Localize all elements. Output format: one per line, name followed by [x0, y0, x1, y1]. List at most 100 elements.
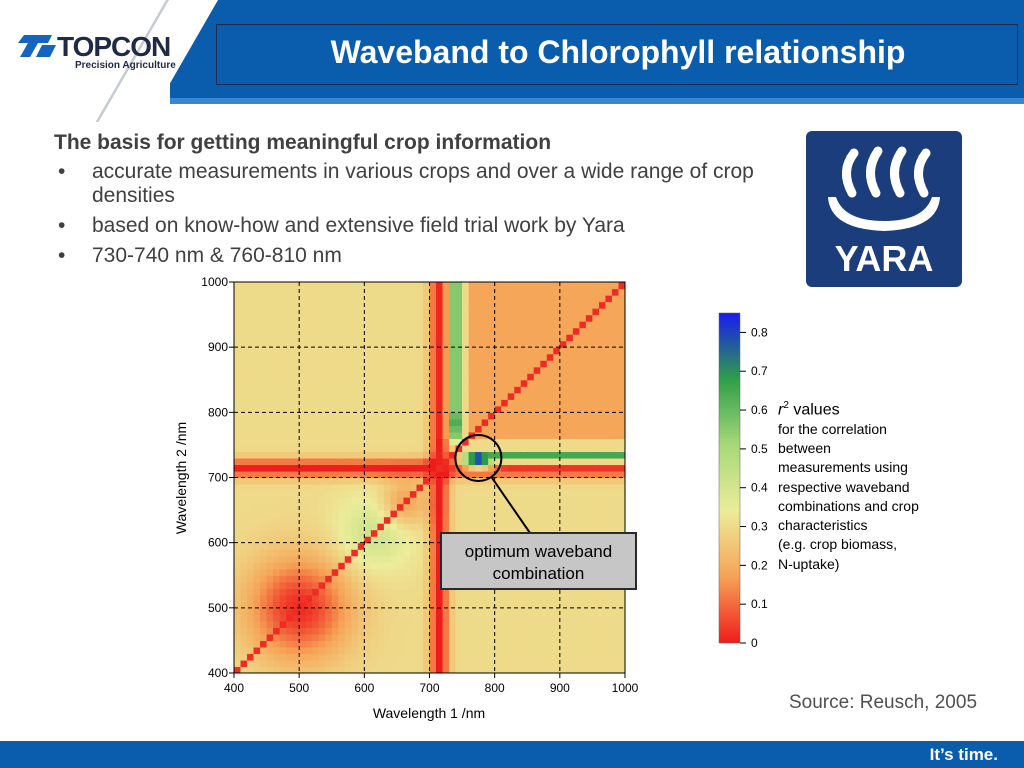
heatmap-cell: [383, 542, 391, 550]
heatmap-cell: [559, 392, 567, 400]
heatmap-cell: [364, 308, 372, 316]
heatmap-cell: [286, 536, 294, 544]
heatmap-cell: [351, 477, 359, 485]
heatmap-cell: [240, 653, 248, 661]
heatmap-cell: [377, 562, 385, 570]
heatmap-cell: [520, 282, 528, 290]
heatmap-cell: [292, 516, 300, 524]
heatmap-cell: [403, 653, 411, 661]
heatmap-cell: [462, 457, 470, 466]
heatmap-cell: [286, 666, 294, 673]
heatmap-cell: [416, 288, 424, 296]
heatmap-cell: [533, 594, 541, 602]
heatmap-cell: [442, 497, 450, 505]
heatmap-cell: [501, 607, 509, 615]
heatmap-cell: [475, 470, 483, 479]
heatmap-cell: [247, 282, 255, 290]
heatmap-cell: [514, 392, 522, 400]
heatmap-cell: [592, 418, 600, 426]
heatmap-cell: [390, 308, 398, 316]
heatmap-cell: [370, 418, 378, 426]
heatmap-cell: [305, 470, 313, 479]
heatmap-cell: [338, 301, 346, 309]
heatmap-cell: [279, 438, 287, 446]
heatmap-cell: [449, 510, 457, 518]
heatmap-cell: [325, 295, 333, 303]
heatmap-cell: [598, 412, 607, 420]
heatmap-cell: [357, 614, 365, 622]
heatmap-cell: [299, 568, 307, 576]
heatmap-cell: [442, 392, 450, 400]
heatmap-cell: [409, 653, 418, 661]
heatmap-cell: [488, 640, 496, 648]
heatmap-cell: [455, 379, 463, 387]
heatmap-cell: [247, 379, 255, 387]
heatmap-cell: [533, 444, 541, 453]
heatmap-cell: [416, 386, 424, 394]
heatmap-cell: [598, 360, 607, 368]
heatmap-cell: [253, 353, 261, 361]
heatmap-cell: [540, 334, 548, 342]
heatmap-cell: [455, 640, 463, 648]
heatmap-cell: [370, 379, 378, 387]
heatmap-cell: [553, 503, 561, 511]
heatmap-cell: [331, 366, 339, 374]
heatmap-cell: [605, 490, 613, 498]
heatmap-cell: [344, 646, 352, 655]
heatmap-cell: [253, 295, 261, 303]
heatmap-cell: [585, 457, 594, 466]
heatmap-cell: [305, 568, 313, 576]
heatmap-cell: [540, 640, 548, 648]
heatmap-cell: [559, 431, 567, 439]
heatmap-cell: [488, 282, 496, 290]
heatmap-cell: [475, 425, 483, 433]
heatmap-cell: [494, 301, 502, 309]
heatmap-cell: [436, 444, 444, 453]
heatmap-cell: [422, 568, 431, 576]
heatmap-cell: [253, 464, 261, 472]
heatmap-cell: [449, 633, 457, 642]
heatmap-cell: [383, 516, 391, 524]
heatmap-cell: [422, 444, 431, 453]
heatmap-cell: [338, 477, 346, 485]
heatmap-cell: [364, 549, 372, 557]
heatmap-cell: [566, 510, 574, 518]
heatmap-cell: [351, 366, 359, 374]
heatmap-cell: [396, 379, 405, 387]
heatmap-cell: [429, 438, 437, 446]
heatmap-cell: [429, 484, 437, 492]
heatmap-cell: [383, 484, 391, 492]
heatmap-cell: [247, 386, 255, 394]
heatmap-cell: [344, 379, 352, 387]
heatmap-cell: [357, 523, 365, 531]
heatmap-cell: [377, 588, 385, 596]
heatmap-cell: [572, 477, 580, 485]
heatmap-cell: [592, 308, 600, 316]
heatmap-cell: [305, 614, 313, 622]
heatmap-cell: [507, 484, 515, 492]
heatmap-cell: [546, 418, 554, 426]
heatmap-cell: [364, 640, 372, 648]
heatmap-cell: [292, 555, 300, 563]
heatmap-cell: [533, 659, 541, 668]
heatmap-cell: [240, 620, 248, 628]
heatmap-cell: [240, 490, 248, 498]
heatmap-cell: [318, 412, 326, 420]
heatmap-cell: [566, 633, 574, 642]
heatmap-cell: [305, 594, 313, 602]
heatmap-cell: [331, 646, 339, 655]
heatmap-cell: [579, 418, 587, 426]
heatmap-cell: [318, 529, 326, 537]
heatmap-cell: [331, 503, 339, 511]
heatmap-cell: [357, 334, 365, 342]
heatmap-cell: [234, 614, 242, 622]
heatmap-cell: [338, 327, 346, 335]
heatmap-cell: [540, 510, 548, 518]
heatmap-cell: [422, 366, 431, 374]
heatmap-cell: [292, 575, 300, 583]
heatmap-cell: [240, 295, 248, 303]
heatmap-cell: [559, 516, 567, 524]
heatmap-cell: [501, 444, 509, 453]
heatmap-cell: [273, 659, 281, 668]
heatmap-cell: [429, 497, 437, 505]
